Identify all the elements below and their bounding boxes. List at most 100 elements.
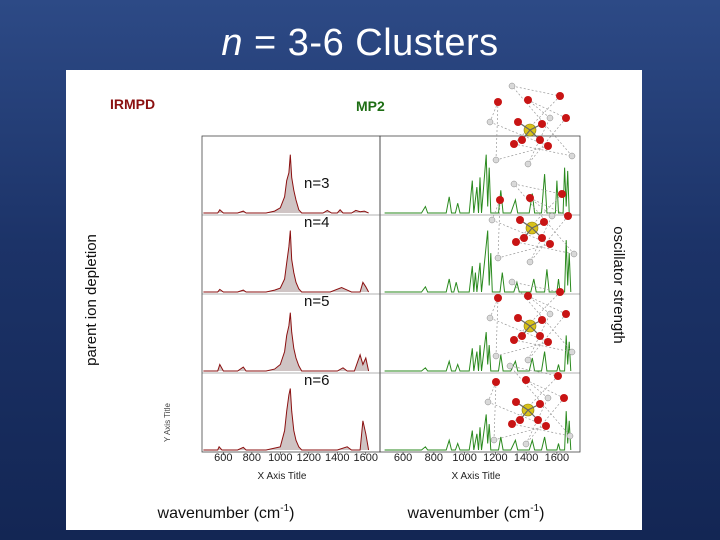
hbond-link xyxy=(511,375,559,425)
hbond-link xyxy=(495,145,549,161)
x-tick-label-right: 1200 xyxy=(483,452,507,464)
hydrogen-atom xyxy=(524,160,532,168)
hydrogen-atom xyxy=(568,348,576,356)
oxygen-atom xyxy=(544,142,552,150)
cluster-label-n=6: n=6 xyxy=(304,372,329,389)
hydrogen-atom xyxy=(506,362,514,370)
hbond-link xyxy=(495,341,549,357)
hydrogen-atom xyxy=(524,356,532,364)
oxygen-atom xyxy=(508,420,516,428)
oxygen-atom xyxy=(518,136,526,144)
hydrogen-atom xyxy=(546,310,554,318)
irmpd-line-n=4 xyxy=(203,230,370,293)
x-tick-label-left: 1600 xyxy=(354,452,378,464)
oxygen-atom xyxy=(564,212,572,220)
x-tick-label-left: 1200 xyxy=(297,452,321,464)
hbond-link xyxy=(527,99,567,119)
slide-title: n = 3-6 Clusters xyxy=(0,22,720,65)
mp2-line-n=3 xyxy=(384,154,570,214)
wavenumber-label-left: wavenumber (cm-1) xyxy=(157,503,295,522)
oxygen-atom xyxy=(536,332,544,340)
oxygen-atom xyxy=(492,378,500,386)
oxygen-atom xyxy=(494,98,502,106)
hbond-link xyxy=(511,281,561,293)
hydrogen-atom xyxy=(570,250,578,258)
oxygen-atom xyxy=(540,218,548,226)
cluster-label-n=3: n=3 xyxy=(304,175,329,192)
hbond-link xyxy=(497,243,551,259)
hbond-link xyxy=(511,423,571,437)
hbond-link xyxy=(511,85,561,97)
panel-dividers xyxy=(202,214,580,374)
hydrogen-atom xyxy=(492,352,500,360)
cluster-label-n=5: n=5 xyxy=(304,293,329,310)
hbond-link xyxy=(491,199,501,221)
irmpd-fill-n=4 xyxy=(203,230,369,292)
wavenumber-left-end: ) xyxy=(289,505,294,522)
hbond-link xyxy=(487,381,497,403)
hbond-link xyxy=(529,215,569,263)
oxygen-atom xyxy=(560,394,568,402)
hydrogen-atom xyxy=(508,82,516,90)
hbond-link xyxy=(511,281,573,353)
hydrogen-atom xyxy=(548,212,556,220)
x-axis-title-left: X Axis Title xyxy=(258,471,307,482)
oxygen-atom xyxy=(520,234,528,242)
x-tick-label-left: 1400 xyxy=(325,452,349,464)
hbond-link xyxy=(511,85,573,157)
oxygen-atom xyxy=(562,310,570,318)
hbond-link xyxy=(525,379,565,399)
oxygen-atom xyxy=(510,336,518,344)
oxygen-atom xyxy=(496,196,504,204)
hydrogen-atom xyxy=(566,432,574,440)
hbond-link xyxy=(529,197,569,217)
cluster-structure-3 xyxy=(486,82,576,168)
oxygen-atom xyxy=(512,238,520,246)
oxygen-atom xyxy=(558,190,566,198)
cluster-structure-6 xyxy=(484,362,574,448)
hbond-link xyxy=(513,143,573,157)
oxygen-atom xyxy=(538,234,546,242)
wavenumber-left-main: wavenumber (cm xyxy=(157,505,281,522)
hbond-link xyxy=(495,297,499,357)
cluster-structure-5 xyxy=(486,278,576,364)
oxygen-atom xyxy=(562,114,570,122)
oxygen-atom xyxy=(524,96,532,104)
oxygen-atom xyxy=(546,240,554,248)
x-tick-label-right: 1400 xyxy=(514,452,538,464)
irmpd-line-n=5 xyxy=(203,312,370,372)
cluster-labels: n=3 n=4 n=5 n=6 xyxy=(304,175,329,389)
hbond-link xyxy=(527,313,567,361)
wavenumber-right-end: ) xyxy=(539,505,544,522)
hbond-link xyxy=(525,379,549,399)
hbond-link xyxy=(527,295,567,315)
oxygen-atom xyxy=(516,416,524,424)
cluster-label-n=4: n=4 xyxy=(304,214,329,231)
hydrogen-atom xyxy=(492,156,500,164)
cluster-structure-4 xyxy=(488,180,578,266)
hbond-link xyxy=(529,197,553,217)
mp2-line-n=5 xyxy=(384,332,572,372)
hbond-link xyxy=(513,339,573,353)
x-tick-label-right: 800 xyxy=(425,452,443,464)
figure-panel: parent ion depletion oscillator strength… xyxy=(66,70,642,530)
irmpd-label: IRMPD xyxy=(110,96,155,112)
oxygen-atom xyxy=(494,294,502,302)
oxygen-atom xyxy=(534,416,542,424)
oxygen-atom xyxy=(556,92,564,100)
oxygen-atom xyxy=(538,120,546,128)
x-tick-label-left: 800 xyxy=(243,452,261,464)
x-ticks-left: 600 800 1000 1200 1400 1600 xyxy=(214,452,378,464)
oxygen-atom xyxy=(514,314,522,322)
oxygen-atom xyxy=(536,400,544,408)
hbond-link xyxy=(489,101,499,123)
hydrogen-atom xyxy=(494,254,502,262)
x-tick-label-right: 1600 xyxy=(545,452,569,464)
hbond-link xyxy=(515,193,563,243)
hydrogen-atom xyxy=(486,314,494,322)
mp2-spectra xyxy=(384,154,572,451)
wavenumber-right-sup: -1 xyxy=(530,503,539,514)
hydrogen-atom xyxy=(490,436,498,444)
oxygen-atom xyxy=(522,376,530,384)
hbond-link xyxy=(513,291,561,341)
